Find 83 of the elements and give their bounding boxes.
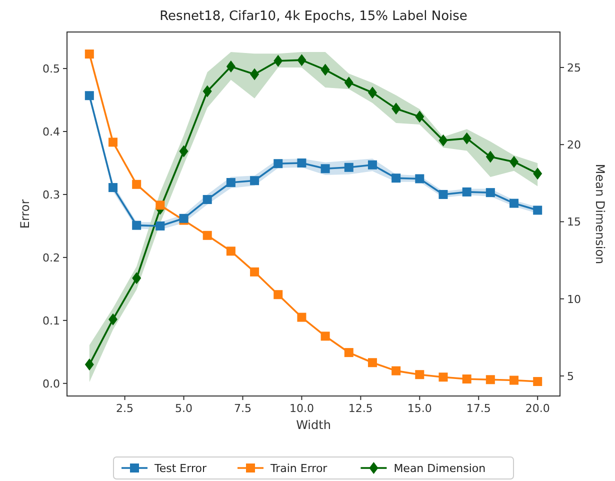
point <box>156 200 165 210</box>
y-tick-label: 0.1 <box>42 314 60 328</box>
point <box>368 86 377 99</box>
y2-tick-label: 25 <box>567 61 581 74</box>
point <box>297 54 306 66</box>
point <box>415 174 424 184</box>
point <box>132 180 142 189</box>
y-tick-label: 0.5 <box>42 62 60 76</box>
point <box>84 358 94 371</box>
point <box>533 377 542 386</box>
x-tick-label: 7.5 <box>234 402 252 415</box>
point <box>320 332 330 341</box>
point <box>344 76 354 89</box>
point <box>274 159 283 168</box>
point <box>250 68 260 80</box>
point <box>297 312 306 322</box>
point <box>226 60 236 73</box>
point <box>320 64 330 76</box>
point <box>368 160 377 170</box>
x-axis-title: Width <box>296 418 331 432</box>
point <box>462 132 472 144</box>
point <box>274 54 283 67</box>
point <box>486 150 495 163</box>
point <box>297 158 306 168</box>
point <box>84 50 94 59</box>
point <box>462 374 472 384</box>
point <box>132 220 142 230</box>
point <box>108 183 118 192</box>
y2-tick-label: 20 <box>567 138 581 152</box>
point <box>486 375 495 384</box>
point <box>392 366 401 376</box>
point <box>392 174 401 183</box>
point <box>108 313 118 326</box>
point <box>533 206 542 215</box>
x-tick-label: 10.0 <box>289 402 314 415</box>
x-tick-label: 2.5 <box>116 402 134 415</box>
y-tick-label: 0.3 <box>42 188 60 202</box>
point <box>438 190 448 199</box>
point <box>250 176 260 186</box>
point <box>344 162 354 172</box>
x-tick-label: 20.0 <box>525 402 550 415</box>
point <box>274 290 283 300</box>
point <box>415 370 424 380</box>
x-tick-label: 12.5 <box>348 402 373 415</box>
point <box>179 145 188 158</box>
legend-label: Test Error <box>154 462 207 475</box>
y2-tick-label: 15 <box>567 216 581 229</box>
point <box>368 358 377 368</box>
point <box>202 230 212 240</box>
y-tick-label: 0.0 <box>42 377 60 390</box>
point <box>202 85 212 98</box>
x-tick-label: 5.0 <box>175 402 193 415</box>
y-tick-label: 0.4 <box>42 126 60 138</box>
point <box>462 187 472 196</box>
y2-axis-title: Mean Dimension <box>593 164 607 264</box>
point <box>250 267 260 276</box>
point <box>132 272 142 284</box>
y-axis-title: Error <box>18 199 32 229</box>
point <box>510 156 518 168</box>
point <box>510 198 518 208</box>
point <box>438 134 448 146</box>
point <box>84 91 94 100</box>
point <box>415 110 424 123</box>
legend-label: Mean Dimension <box>394 462 486 475</box>
x-tick-label: 17.5 <box>466 402 491 415</box>
point <box>320 164 330 174</box>
point <box>533 168 542 180</box>
y2-tick-label: 5 <box>567 370 574 383</box>
y2-tick-label: 10 <box>567 292 581 306</box>
point <box>156 221 165 230</box>
point <box>510 376 518 385</box>
legend-label: Train Error <box>270 462 328 475</box>
x-tick-label: 15.0 <box>407 402 432 415</box>
point <box>108 138 118 147</box>
point <box>392 102 401 115</box>
point <box>438 372 448 382</box>
point <box>226 246 236 256</box>
point <box>486 188 495 198</box>
point <box>344 348 354 358</box>
point <box>202 195 212 204</box>
point <box>226 178 236 188</box>
y-tick-label: 0.2 <box>42 251 60 264</box>
chart-title: Resnet18, Cifar10, 4k Epochs, 15% Label Noise <box>160 9 468 24</box>
